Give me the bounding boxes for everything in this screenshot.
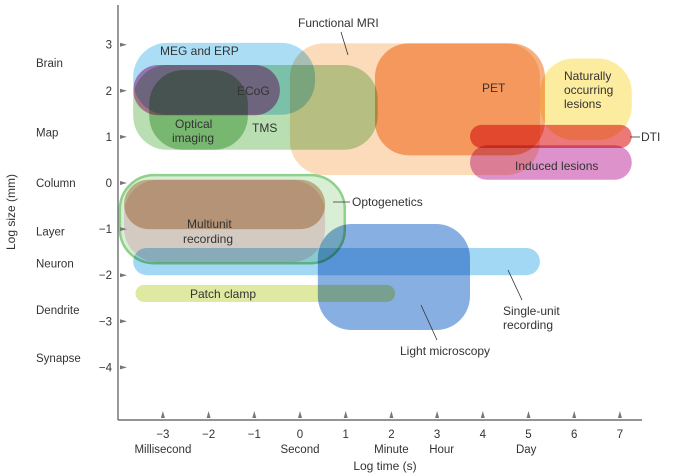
x-tick-label: 7 xyxy=(617,429,623,441)
x-tick-mark xyxy=(206,411,211,418)
label-dti: DTI xyxy=(641,130,660,144)
label-tms: TMS xyxy=(252,121,277,135)
label-opto: Optogenetics xyxy=(352,195,423,209)
x-tick-mark xyxy=(252,411,257,418)
y-tick-mark xyxy=(120,42,127,47)
x-tick-label: 5 xyxy=(525,429,531,441)
label-single-1: Single-unit xyxy=(503,304,560,318)
label-nat-2: occurring xyxy=(564,83,613,97)
label-optical-1: Optical xyxy=(175,117,212,131)
label-nat-1: Naturally xyxy=(564,69,611,83)
y-tick-label: 2 xyxy=(106,86,112,98)
size-scale-label: Dendrite xyxy=(36,305,79,317)
leader-light xyxy=(420,304,438,341)
region-dti xyxy=(470,124,632,148)
y-tick-label: −3 xyxy=(99,316,112,328)
y-tick-mark xyxy=(120,319,127,324)
time-unit-label: Minute xyxy=(374,444,409,456)
leader-single xyxy=(507,269,523,301)
label-fmri: Functional MRI xyxy=(298,16,379,30)
size-scale-label: Neuron xyxy=(36,259,74,271)
region-naturally-occurring-lesions xyxy=(539,58,632,141)
x-tick-label: 3 xyxy=(434,429,440,441)
y-tick-mark xyxy=(120,88,127,93)
y-tick-label: −1 xyxy=(99,224,112,236)
y-tick-label: 0 xyxy=(106,178,112,190)
x-tick-label: 6 xyxy=(571,429,577,441)
x-tick-mark xyxy=(526,411,531,418)
label-induced: Induced lesions xyxy=(515,159,598,173)
region-labels: MEG and ERP ECoG Optical imaging TMS Fun… xyxy=(160,16,660,358)
x-tick-mark xyxy=(572,411,577,418)
region-optical-imaging xyxy=(149,70,248,150)
label-pet: PET xyxy=(482,81,506,95)
x-tick-label: −3 xyxy=(156,429,169,441)
x-tick-mark xyxy=(343,411,348,418)
label-meg: MEG and ERP xyxy=(160,44,239,58)
x-tick-label: −1 xyxy=(248,429,261,441)
leader-fmri xyxy=(340,31,349,56)
y-tick-mark xyxy=(120,134,127,139)
x-tick-label: 1 xyxy=(342,429,348,441)
regions xyxy=(118,42,632,331)
y-tick-mark xyxy=(120,181,127,185)
size-scale-label: Column xyxy=(36,178,76,190)
x-tick-label: −2 xyxy=(202,429,215,441)
time-unit-label: Millisecond xyxy=(134,444,191,456)
label-multi-1: Multiunit xyxy=(187,217,232,231)
size-scale-label: Brain xyxy=(36,58,63,70)
x-tick-mark xyxy=(435,411,440,418)
y-tick-label: −4 xyxy=(99,362,113,374)
y-axis-title: Log size (mm) xyxy=(4,174,18,250)
x-tick-label: 4 xyxy=(480,429,487,441)
label-light: Light microscopy xyxy=(400,344,490,358)
time-unit-label: Hour xyxy=(429,444,454,456)
y-tick-mark xyxy=(120,273,127,278)
label-patch: Patch clamp xyxy=(190,287,256,301)
x-tick-mark xyxy=(617,411,622,418)
axes: −3 −2 −1 0 1 2 3 4 5 6 7 3 2 1 0 −1 −2 −3 −4 Millisecond Sec… xyxy=(36,5,642,456)
label-ecog: ECoG xyxy=(237,84,270,98)
x-tick-mark xyxy=(298,411,302,418)
x-tick-mark xyxy=(480,411,485,418)
size-scale-label: Layer xyxy=(36,226,65,238)
label-single-2: recording xyxy=(503,318,553,332)
x-tick-mark xyxy=(160,411,165,418)
x-tick-mark xyxy=(389,411,394,418)
size-scale-label: Map xyxy=(36,127,58,139)
x-tick-label: 2 xyxy=(388,429,394,441)
label-optical-2: imaging xyxy=(172,131,214,145)
region-patch-clamp xyxy=(135,284,396,302)
time-unit-label: Day xyxy=(516,444,537,456)
time-unit-label: Second xyxy=(280,444,319,456)
region-induced-lesions xyxy=(470,145,632,180)
y-tick-mark xyxy=(120,365,127,370)
y-tick-label: 3 xyxy=(106,40,112,52)
label-multi-2: recording xyxy=(183,232,233,246)
region-light-microscopy xyxy=(317,224,471,331)
x-axis-title: Log time (s) xyxy=(353,459,416,473)
label-nat-3: lesions xyxy=(564,97,601,111)
y-tick-label: −2 xyxy=(99,270,112,282)
y-tick-label: 1 xyxy=(106,132,112,144)
x-tick-label: 0 xyxy=(297,429,303,441)
size-scale-label: Synapse xyxy=(36,353,81,365)
y-tick-mark xyxy=(120,227,127,232)
